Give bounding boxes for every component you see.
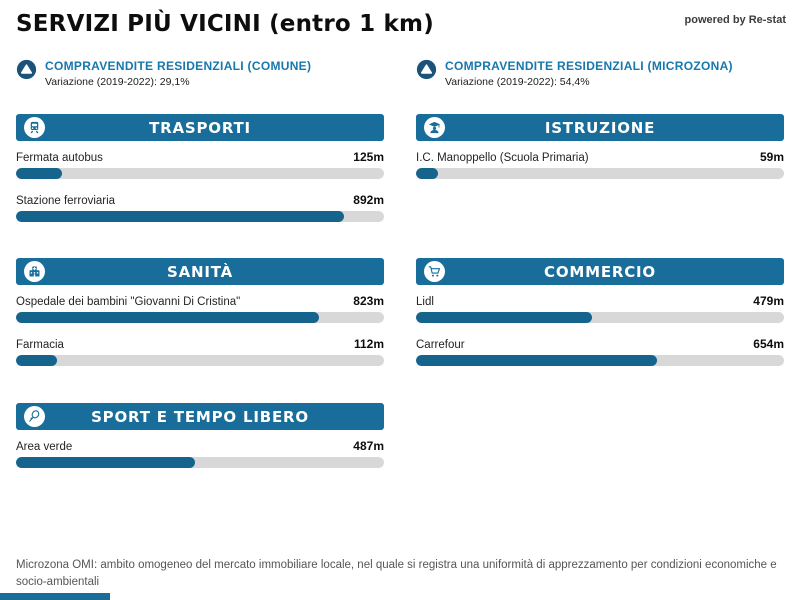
cart-icon (424, 261, 445, 282)
item-label: Ospedale dei bambini "Giovanni Di Cristi… (16, 296, 241, 308)
item-label: Area verde (16, 441, 73, 453)
item-value: 892m (353, 193, 384, 207)
bar-item: Fermata autobus 125m (16, 148, 384, 179)
section-commercio: COMMERCIO Lidl 479m Carrefour 654m (416, 258, 784, 366)
section-title: SPORT E TEMPO LIBERO (91, 407, 309, 426)
badge-subtitle: Variazione (2019-2022): 54,4% (445, 76, 590, 88)
section-sport: SPORT E TEMPO LIBERO Area verde 487m (16, 403, 384, 468)
section-trasporti: TRASPORTI Fermata autobus 125m Stazione … (16, 114, 384, 222)
section-title: SANITÀ (166, 262, 234, 281)
distance-bar-track (416, 355, 784, 366)
distance-bar-track (416, 312, 784, 323)
distance-bar-fill (16, 457, 196, 468)
bar-item: Lidl 479m (416, 292, 784, 323)
microzona-note: Microzona OMI: ambito omogeneo del merca… (16, 559, 777, 588)
item-value: 125m (353, 150, 384, 164)
item-label: Carrefour (416, 339, 465, 351)
distance-bar-fill (416, 168, 438, 179)
bar-item: Farmacia 112m (16, 335, 384, 366)
distance-bar-fill (416, 355, 657, 366)
item-value: 654m (753, 337, 784, 351)
distance-bar-fill (16, 355, 58, 366)
badge-title: COMPRAVENDITE RESIDENZIALI (MICROZONA) (445, 59, 733, 73)
section-istruzione: ISTRUZIONE I.C. Manoppello (Scuola Prima… (416, 114, 784, 179)
badge-subtitle: Variazione (2019-2022): 29,1% (45, 76, 190, 88)
distance-bar-track (16, 312, 384, 323)
item-value: 59m (759, 150, 784, 164)
distance-bar-track (16, 211, 384, 222)
section-header: COMMERCIO (416, 258, 784, 285)
item-label: Stazione ferroviaria (16, 195, 116, 207)
badge-compravendite-microzona: COMPRAVENDITE RESIDENZIALI (MICROZONA) V… (416, 59, 733, 88)
distance-bar-fill (416, 312, 593, 323)
bar-item: I.C. Manoppello (Scuola Primaria) 59m (416, 148, 784, 179)
tennis-racket-icon (24, 406, 45, 427)
item-label: Lidl (416, 296, 434, 308)
bar-item: Stazione ferroviaria 892m (16, 191, 384, 222)
train-icon (24, 117, 45, 138)
section-title: ISTRUZIONE (544, 118, 656, 137)
bar-item: Ospedale dei bambini "Giovanni Di Cristi… (16, 292, 384, 323)
badge-title: COMPRAVENDITE RESIDENZIALI (COMUNE) (45, 59, 312, 73)
item-value: 112m (353, 337, 384, 351)
triangle-up-icon (16, 59, 37, 80)
graduate-icon (424, 117, 445, 138)
item-label: Farmacia (16, 339, 64, 351)
section-header: SPORT E TEMPO LIBERO (16, 403, 384, 430)
section-sanita: SANITÀ Ospedale dei bambini "Giovanni Di… (16, 258, 384, 366)
section-header: ISTRUZIONE (416, 114, 784, 141)
distance-bar-fill (16, 211, 345, 222)
triangle-up-icon (416, 59, 437, 80)
powered-by-label: powered by Re-stat (684, 14, 786, 26)
section-title: TRASPORTI (149, 118, 251, 137)
item-value: 823m (353, 294, 384, 308)
page-title: SERVIZI PIÙ VICINI (entro 1 km) (16, 11, 434, 37)
distance-bar-fill (16, 312, 319, 323)
section-header: TRASPORTI (16, 114, 384, 141)
section-header: SANITÀ (16, 258, 384, 285)
badge-compravendite-comune: COMPRAVENDITE RESIDENZIALI (COMUNE) Vari… (16, 59, 311, 88)
item-label: Fermata autobus (16, 152, 103, 164)
item-value: 487m (353, 439, 384, 453)
bar-item: Area verde 487m (16, 437, 384, 468)
distance-bar-fill (16, 168, 62, 179)
section-title: COMMERCIO (544, 262, 656, 281)
distance-bar-track (16, 168, 384, 179)
distance-bar-track (416, 168, 784, 179)
hospital-icon (24, 261, 45, 282)
bar-item: Carrefour 654m (416, 335, 784, 366)
item-label: I.C. Manoppello (Scuola Primaria) (416, 152, 589, 164)
item-value: 479m (753, 294, 784, 308)
distance-bar-track (16, 457, 384, 468)
distance-bar-track (16, 355, 384, 366)
bottom-accent-strip (0, 593, 110, 600)
